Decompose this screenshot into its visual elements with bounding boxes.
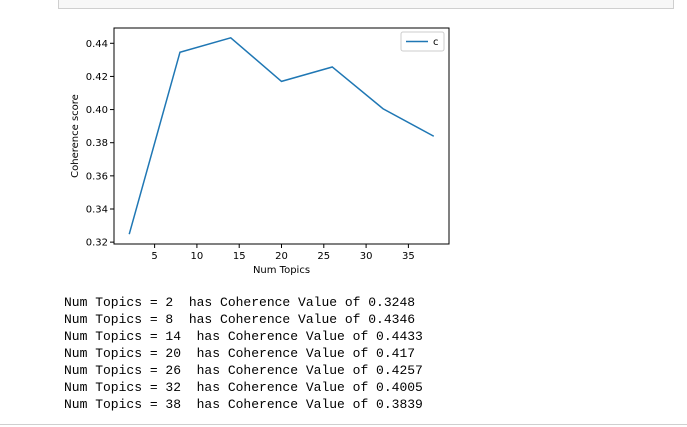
x-tick-label: 15 (233, 251, 246, 262)
x-tick-label: 10 (191, 251, 204, 262)
output-line: Num Topics = 26 has Coherence Value of 0… (64, 363, 423, 378)
y-tick-label: 0.38 (86, 138, 108, 149)
output-line: Num Topics = 14 has Coherence Value of 0… (64, 329, 423, 344)
y-tick-label: 0.44 (86, 39, 108, 50)
line-series (128, 36, 435, 235)
code-cell (58, 0, 674, 9)
output-line: Num Topics = 20 has Coherence Value of 0… (64, 346, 416, 361)
y-tick-label: 0.34 (86, 204, 108, 215)
x-tick-label: 5 (151, 251, 157, 262)
y-tick-label: 0.36 (86, 171, 108, 182)
y-tick-label: 0.42 (86, 72, 108, 83)
y-tick-label: 0.32 (86, 238, 108, 249)
output-line: Num Topics = 8 has Coherence Value of 0.… (64, 312, 416, 327)
plot-frame (113, 27, 450, 245)
x-tick-label: 30 (360, 251, 373, 262)
y-axis-label: Coherence score (70, 94, 81, 178)
output-line: Num Topics = 32 has Coherence Value of 0… (64, 380, 423, 395)
output-line: Num Topics = 38 has Coherence Value of 0… (64, 397, 423, 412)
x-tick-label: 20 (275, 251, 288, 262)
divider (0, 424, 687, 425)
output-text: Num Topics = 2 has Coherence Value of 0.… (64, 294, 423, 413)
legend-label: c (433, 37, 439, 48)
x-tick-label: 25 (317, 251, 330, 262)
y-tick-label: 0.40 (86, 105, 108, 116)
output-line: Num Topics = 2 has Coherence Value of 0.… (64, 295, 416, 310)
chart: 5 10 15 20 25 30 35 0.32 0.34 0.36 0.38 0.40 0.42 0.4… (70, 27, 450, 276)
x-tick-label: 35 (402, 251, 415, 262)
x-axis-label: Num Topics (253, 265, 310, 276)
